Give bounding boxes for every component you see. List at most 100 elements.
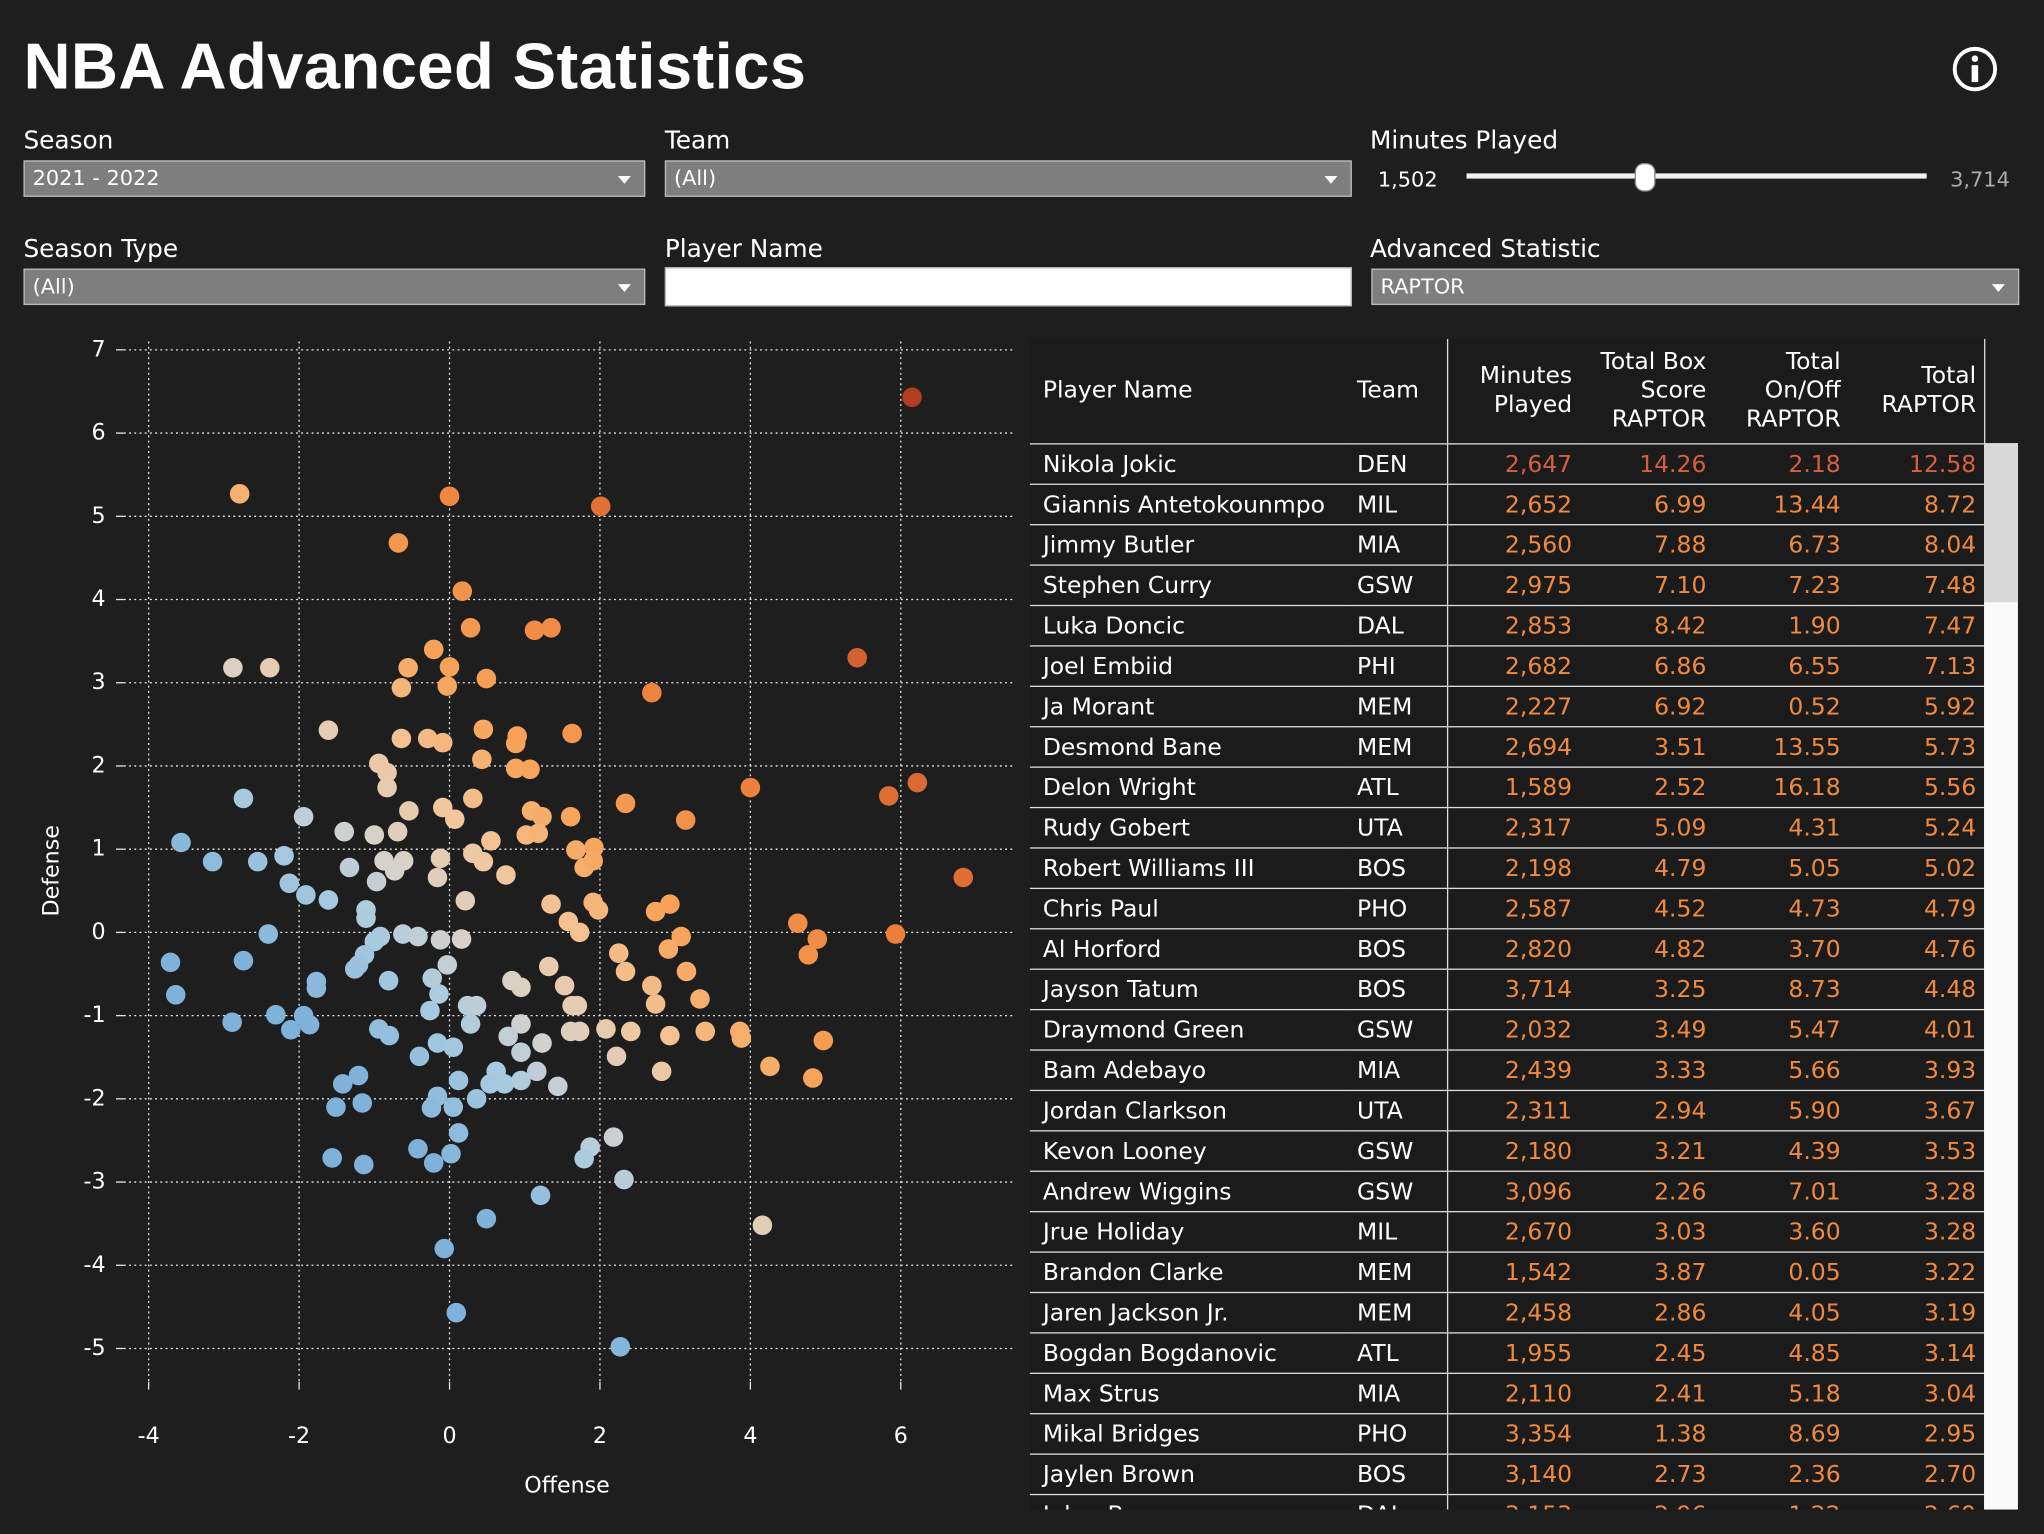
table-cell: MIL [1349, 484, 1447, 526]
table-cell: 5.02 [1848, 847, 1985, 890]
point [452, 581, 473, 601]
point [259, 657, 280, 678]
season-type-dropdown[interactable]: (All) [23, 268, 646, 306]
table-cell: Stephen Curry [1029, 565, 1350, 607]
table-cell: 2.45 [1579, 1332, 1715, 1374]
table-cell: 8.69 [1714, 1413, 1849, 1455]
point [420, 1000, 440, 1021]
table-cell: 4.05 [1714, 1292, 1849, 1334]
table-row: Nikola Jokic DEN 2,647 14.26 2.18 12.58 [1029, 443, 1985, 485]
point [473, 719, 494, 740]
y-tick-label: 0 [91, 919, 105, 945]
table-cell: 5.18 [1714, 1373, 1849, 1415]
player-name-input[interactable] [664, 267, 1352, 307]
point [348, 1065, 369, 1086]
point [466, 995, 487, 1016]
point [366, 871, 387, 892]
point [332, 1074, 353, 1094]
table-cell: 2,227 [1446, 686, 1580, 728]
table-cell: Jayson Tatum [1029, 969, 1350, 1011]
point [590, 496, 611, 517]
point [787, 913, 808, 934]
x-axis-label: Offense [524, 1473, 610, 1499]
table-cell: 16.18 [1714, 767, 1849, 809]
table-cell: Chris Paul [1029, 888, 1350, 930]
table-cell: 3.53 [1848, 1130, 1985, 1172]
table-cell: 8.04 [1848, 524, 1985, 566]
table-cell: 3.87 [1579, 1252, 1715, 1294]
point [460, 618, 481, 638]
slider-track[interactable] [1466, 173, 1927, 179]
point [847, 647, 867, 668]
point [760, 1056, 780, 1077]
table-cell: Desmond Bane [1029, 726, 1350, 768]
table-cell: 2,853 [1446, 605, 1580, 647]
table-cell: MEM [1349, 1252, 1447, 1294]
y-tick-label: 7 [91, 336, 105, 362]
point [429, 984, 449, 1004]
point [443, 1037, 464, 1058]
point [583, 851, 603, 871]
table-cell: ATL [1349, 1332, 1447, 1374]
filter-label: Minutes Played [1370, 126, 1559, 156]
table-cell: MIA [1349, 524, 1447, 566]
table-cell: 4.48 [1848, 969, 1985, 1011]
table-row: Jordan Clarkson UTA 2,311 2.94 5.90 3.67 [1029, 1090, 1985, 1132]
table-cell: 2,682 [1446, 645, 1580, 687]
table-cell: MEM [1349, 726, 1447, 768]
table-cell: PHO [1349, 1413, 1447, 1455]
table-cell: 1,542 [1446, 1252, 1580, 1294]
point [798, 945, 819, 965]
table-cell: 7.13 [1848, 645, 1985, 687]
table-cell: 2,110 [1446, 1373, 1580, 1415]
table-cell: 5.56 [1848, 767, 1985, 809]
table-border [1984, 338, 1986, 444]
point [902, 387, 922, 408]
y-tick-label: 1 [91, 836, 105, 862]
point [296, 885, 316, 905]
point [421, 1098, 442, 1118]
scrollbar[interactable] [1984, 443, 2018, 1510]
team-dropdown[interactable]: (All) [664, 160, 1352, 197]
point [463, 788, 483, 809]
season-dropdown[interactable]: 2021 - 2022 [23, 160, 646, 197]
point [803, 1068, 823, 1088]
table-cell: 3.28 [1848, 1211, 1985, 1253]
point [505, 733, 526, 754]
point [165, 985, 186, 1005]
info-icon[interactable] [1950, 44, 2000, 94]
y-axis-label: Defense [39, 825, 65, 916]
point [451, 929, 472, 949]
point [423, 639, 444, 660]
statistic-dropdown[interactable]: RAPTOR [1371, 268, 2020, 306]
table-cell: 3.14 [1848, 1332, 1985, 1374]
table-cell: 0.52 [1714, 686, 1849, 728]
table-cell: Draymond Green [1029, 1009, 1350, 1051]
table-row: Luka Doncic DAL 2,853 8.42 1.90 7.47 [1029, 605, 1985, 647]
table-cell: 3.28 [1848, 1171, 1985, 1213]
table-cell: 4.52 [1579, 888, 1715, 930]
table-row: Jimmy Butler MIA 2,560 7.88 6.73 8.04 [1029, 524, 1985, 566]
point [511, 1042, 531, 1063]
table-cell: 3.22 [1848, 1252, 1985, 1294]
table-cell: 2,311 [1446, 1090, 1580, 1132]
slider-max: 3,714 [1950, 166, 2010, 192]
point [391, 677, 412, 698]
table-cell: Mikal Bridges [1029, 1413, 1350, 1455]
point [258, 924, 279, 944]
x-tick-label: -2 [288, 1423, 310, 1449]
column-header: Team [1349, 338, 1447, 445]
table-cell: 2.94 [1579, 1090, 1715, 1132]
table-cell: 2.18 [1714, 443, 1849, 485]
y-tick-label: -4 [83, 1252, 105, 1278]
point [539, 956, 559, 977]
scrollbar-thumb[interactable] [1984, 443, 2018, 603]
y-tick-label: 3 [91, 669, 105, 695]
dropdown-value: RAPTOR [1380, 273, 1465, 299]
table-cell: GSW [1349, 1009, 1447, 1051]
point [660, 894, 680, 914]
table-cell: 3.03 [1579, 1211, 1715, 1253]
point [352, 1093, 373, 1113]
table-cell: BOS [1349, 969, 1447, 1011]
slider-handle[interactable] [1634, 162, 1656, 192]
